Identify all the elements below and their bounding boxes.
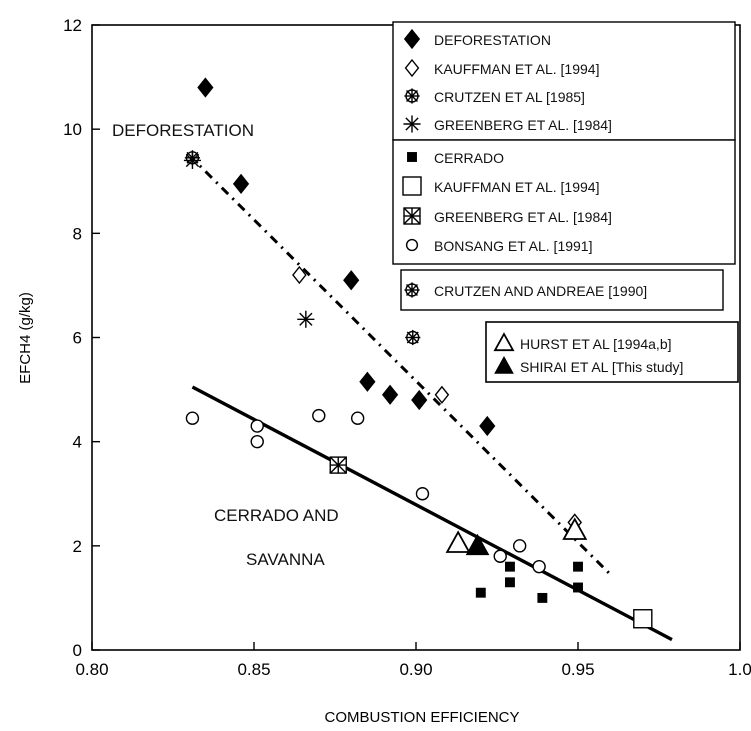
point-small-filled-square: [505, 577, 515, 588]
annotation-cerrado-line2: SAVANNA: [246, 550, 325, 569]
x-tick-label: 0.80: [75, 660, 108, 679]
legend-marker-open-square: [402, 176, 422, 196]
legend-label: HURST ET AL [1994a,b]: [520, 336, 672, 352]
y-tick-label: 8: [73, 224, 82, 243]
cerrado-fit-line: [191, 385, 673, 642]
point-open-circle: [250, 434, 264, 449]
legend-marker-crossed-circle: [404, 282, 420, 298]
point-small-filled-square: [537, 592, 548, 603]
point-crossed-circle: [405, 329, 421, 346]
annotation-deforestation: DEFORESTATION: [112, 121, 254, 140]
legend-marker-small-filled-square: [407, 152, 417, 162]
legend-label: CERRADO: [434, 150, 504, 166]
legend-label: CRUTZEN ET AL [1985]: [434, 89, 585, 105]
point-filled-triangle: [465, 533, 490, 556]
annotation-cerrado-line1: CERRADO AND: [214, 506, 339, 525]
point-filled-diamond: [359, 371, 376, 392]
legend-marker-filled-diamond: [403, 28, 421, 50]
legend-marker-asterisk: [403, 115, 421, 133]
legend-label: SHIRAI ET AL [This study]: [520, 359, 683, 375]
point-boxed-cross: [329, 456, 347, 474]
legend-label: BONSANG ET AL. [1991]: [434, 238, 592, 254]
legend-marker-crossed-circle: [404, 88, 420, 104]
point-asterisk: [297, 310, 315, 328]
legend-label: KAUFFMAN ET AL. [1994]: [434, 179, 599, 195]
point-open-square: [633, 609, 653, 629]
y-tick-label: 0: [73, 641, 82, 660]
legend-label: CRUTZEN AND ANDREAE [1990]: [434, 283, 647, 299]
point-filled-diamond: [197, 77, 214, 98]
point-filled-diamond: [479, 415, 496, 437]
legend-marker-boxed-cross: [403, 207, 421, 225]
point-open-triangle: [562, 517, 588, 540]
point-filled-diamond: [343, 270, 360, 291]
point-open-triangle: [445, 530, 471, 553]
y-tick-label: 4: [73, 433, 82, 452]
legend-box-crutzen-andreae: [400, 269, 724, 311]
point-open-circle: [493, 549, 507, 563]
x-tick-label: 1.0: [728, 660, 751, 679]
deforestation-fit-line: [188, 154, 612, 576]
y-axis-label: EFCH4 (g/kg): [17, 292, 34, 384]
y-tick-label: 10: [63, 120, 82, 139]
point-open-circle: [532, 559, 546, 574]
legend-label: GREENBERG ET AL. [1984]: [434, 209, 612, 225]
point-open-circle: [350, 411, 365, 425]
point-small-filled-square: [505, 561, 515, 572]
y-tick-label: 12: [63, 16, 82, 35]
x-tick-label: 0.95: [561, 660, 594, 679]
legend-marker-open-triangle: [493, 332, 515, 352]
x-tick-label: 0.90: [399, 660, 432, 679]
legend-marker-open-diamond: [404, 58, 420, 78]
fit-lines: [188, 154, 673, 642]
point-open-circle: [512, 539, 527, 553]
x-tick-label: 0.85: [237, 660, 270, 679]
point-small-filled-square: [475, 587, 486, 598]
y-tick-label: 6: [73, 329, 82, 348]
y-tick-label: 2: [73, 537, 82, 556]
legend-box-cerrado: [392, 139, 736, 265]
legend-marker-open-circle: [405, 238, 419, 252]
point-open-diamond: [434, 385, 450, 404]
x-axis-label: COMBUSTION EFFICIENCY: [324, 709, 519, 726]
legend-label: DEFORESTATION: [434, 32, 551, 48]
point-open-diamond: [292, 265, 307, 285]
point-filled-diamond: [232, 173, 250, 194]
legend-box-hurst-shirai: [485, 321, 739, 383]
legend-box-deforestation: [392, 21, 736, 141]
legend: DEFORESTATION KAUFFMAN ET AL. [1994] CRUTZ…: [392, 21, 739, 383]
point-open-circle: [312, 408, 326, 423]
point-filled-diamond: [411, 389, 428, 411]
legend-label: KAUFFMAN ET AL. [1994]: [434, 61, 599, 77]
point-filled-diamond: [381, 384, 399, 405]
legend-marker-filled-triangle: [494, 355, 514, 374]
point-open-circle: [250, 419, 264, 433]
data-points: [183, 77, 653, 629]
point-small-filled-square: [573, 582, 583, 593]
point-asterisk: [183, 151, 201, 169]
point-small-filled-square: [573, 561, 583, 572]
point-open-circle: [185, 411, 200, 425]
point-open-circle: [415, 487, 430, 501]
legend-label: GREENBERG ET AL. [1984]: [434, 117, 612, 133]
